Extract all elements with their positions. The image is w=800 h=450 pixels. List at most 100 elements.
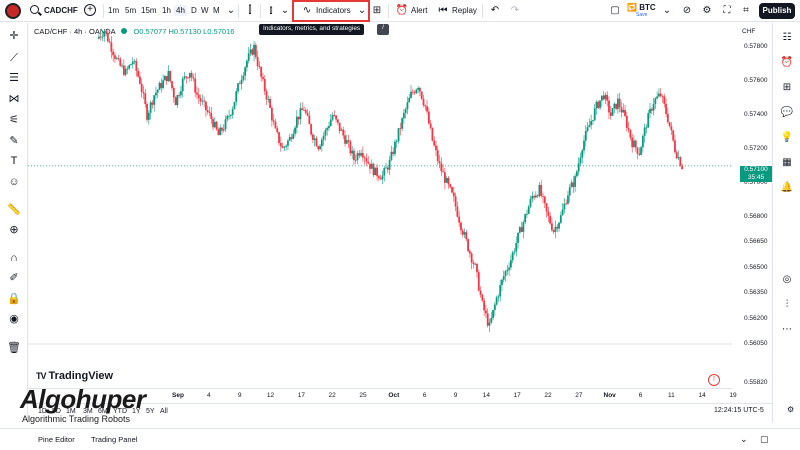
tf-d[interactable]: D [191,6,197,15]
tf-5m[interactable]: 5m [125,6,137,15]
legend-title: CAD/CHF · 4h · OANDA [34,27,116,36]
range-5d[interactable]: 5D [52,408,61,415]
redo-icon[interactable]: ↷ [510,5,520,16]
fullscreen-icon[interactable]: ⛶ [723,5,731,16]
candle-body [313,138,316,140]
zoom-icon[interactable]: ⊕ [9,224,19,236]
range-all[interactable]: All [160,408,168,415]
trash-icon[interactable]: 🗑 [7,342,21,354]
candle-body [617,98,619,109]
tf-1h[interactable]: 1h [162,6,171,15]
indicators-button[interactable]: Indicators [316,6,351,15]
camera-icon[interactable]: ⌗ [743,5,749,16]
data-icon[interactable]: ◎ [782,274,792,285]
range-5y[interactable]: 5Y [146,408,155,415]
watch-symbol[interactable]: 🔁 BTC [627,3,656,12]
tf-15m[interactable]: 15m [141,6,157,15]
alerts-icon[interactable]: ⏰ [780,57,794,68]
templates-icon[interactable]: ⊞ [372,5,382,16]
range-6m[interactable]: 6M [98,408,108,415]
candle-body [481,294,484,301]
symbol-label[interactable]: CADCHF [44,6,78,15]
candle-body [265,91,268,100]
brush-icon[interactable]: ✎ [9,135,19,147]
chevron-down-icon[interactable]: ⌄ [226,5,236,16]
candle-body [294,127,296,134]
tf-m[interactable]: M [213,6,220,15]
watch-save[interactable]: Save [636,12,648,18]
candle-body [105,31,107,33]
event-marker-icon[interactable]: ! [708,374,720,386]
replay-button[interactable]: Replay [452,6,477,15]
lock-icon[interactable]: 🔒 [7,293,21,305]
candle-body [335,115,338,120]
publish-button[interactable]: Publish [759,3,795,19]
clock-timezone[interactable]: 12:24:15 UTC-5 [714,407,764,414]
candle-body [634,140,637,148]
chart-type-icon[interactable]: ⫾ [269,5,273,16]
quick-search-icon[interactable]: ⊘ [682,5,692,16]
emoji-icon[interactable]: ☺ [8,176,20,188]
compare-plus-icon[interactable]: + [84,4,96,16]
candle-body [199,98,202,102]
chevron-down-icon[interactable]: ⌄ [357,5,367,16]
pattern-icon[interactable]: ⋈ [8,93,20,105]
price-scale[interactable]: 0.57800 0.57600 0.57400 0.57200 0.57000 0.568… [732,37,772,387]
candle-body [137,70,140,77]
maximize-icon[interactable]: ▢ [760,434,769,444]
tf-w[interactable]: W [201,6,209,15]
chevron-down-icon[interactable]: ⌄ [662,5,672,16]
notifications-icon[interactable]: 🔔 [780,182,794,193]
object-tree-icon[interactable]: ⊞ [782,82,792,93]
forecast-icon[interactable]: ⚟ [9,114,19,126]
user-avatar[interactable] [5,3,21,19]
candle-body [552,230,555,232]
collapse-icon[interactable]: ⌄ [740,434,748,444]
time-scale[interactable]: Sep 4 9 12 17 22 25 Oct 6 9 14 17 22 27 Nov 6 11 14 19 [28,388,737,402]
candle-body [297,116,300,120]
settings-icon[interactable]: ⚙ [787,405,795,414]
candle-body [474,263,477,265]
alert-button[interactable]: Alert [411,6,428,15]
search-icon[interactable] [30,5,39,14]
candle-body [593,108,596,121]
candle-body [606,94,609,101]
fib-icon[interactable]: ☰ [9,72,19,84]
tf-4h[interactable]: 4h [174,5,187,16]
candle-body [538,184,541,197]
layers-icon[interactable]: ⫶ [785,299,789,310]
eye-icon[interactable]: ◉ [9,313,19,325]
chevron-down-icon[interactable]: ⌄ [280,5,290,16]
range-1d[interactable]: 1D [38,408,47,415]
candle-body [233,101,236,110]
range-ytd[interactable]: YTD [113,408,127,415]
ruler-icon[interactable]: 📏 [7,204,21,216]
range-1y[interactable]: 1Y [132,408,141,415]
candle-body [128,65,131,69]
candle-body [397,128,400,142]
tf-1m[interactable]: 1m [108,6,120,15]
range-1m[interactable]: 1M [66,408,76,415]
watchlist-icon[interactable]: ☷ [782,32,792,43]
candle-body [404,109,407,113]
overlay-brand: Algohuper [20,384,146,414]
tab-trading-panel[interactable]: Trading Panel [91,435,138,444]
range-3m[interactable]: 3M [83,408,93,415]
layout-icon[interactable]: ▢ [610,5,620,16]
candles-icon[interactable]: ⫿ [248,5,252,16]
ideas-icon[interactable]: 💡 [780,132,794,143]
undo-icon[interactable]: ↶ [490,5,500,16]
pencil-lock-icon[interactable]: ✐ [9,272,19,284]
trendline-icon[interactable]: ⟋ [10,52,18,64]
price-chart[interactable] [28,23,732,388]
gear-icon[interactable]: ⚙ [702,5,712,16]
magnet-icon[interactable]: ∩ [10,252,18,264]
candle-body [658,93,660,97]
tab-pine-editor[interactable]: Pine Editor [38,435,75,444]
calendar-icon[interactable]: ▦ [782,157,792,168]
crosshair-icon[interactable]: ✛ [9,30,19,42]
dots-icon[interactable]: ⋯ [782,324,792,335]
candle-body [579,157,582,164]
text-icon[interactable]: T [10,155,18,167]
chat-icon[interactable]: 💬 [780,107,794,118]
